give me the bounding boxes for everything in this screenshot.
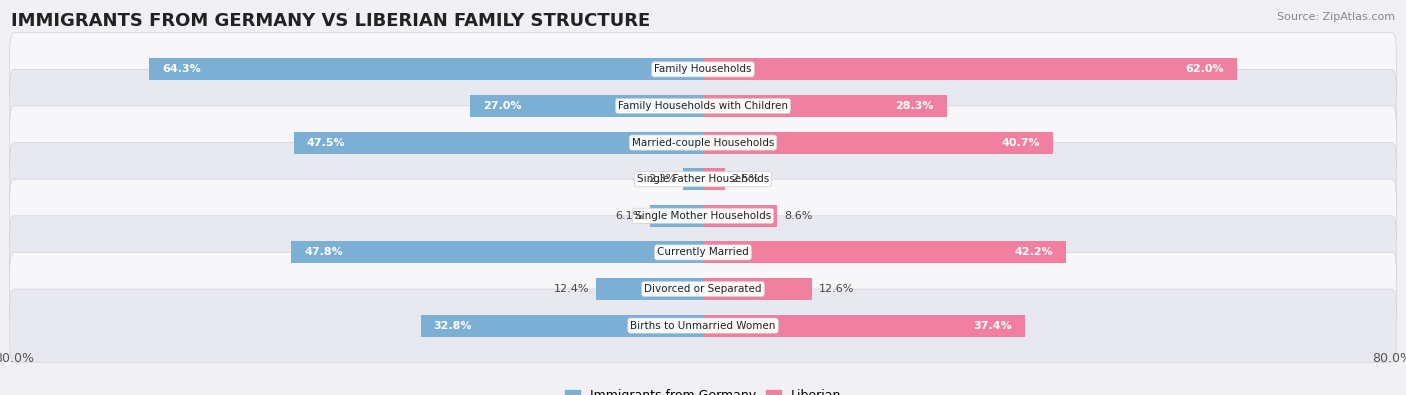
Text: 62.0%: 62.0% — [1185, 64, 1225, 74]
Text: 2.3%: 2.3% — [648, 174, 676, 184]
Bar — [703, 58, 1237, 80]
Bar — [651, 205, 703, 227]
Text: 6.1%: 6.1% — [616, 211, 644, 221]
Legend: Immigrants from Germany, Liberian: Immigrants from Germany, Liberian — [560, 384, 846, 395]
FancyBboxPatch shape — [10, 33, 1396, 106]
Bar — [703, 241, 1066, 263]
Text: Married-couple Households: Married-couple Households — [631, 137, 775, 148]
Text: 37.4%: 37.4% — [973, 321, 1012, 331]
Bar — [703, 278, 811, 300]
Text: Family Households: Family Households — [654, 64, 752, 74]
Bar — [291, 241, 703, 263]
Bar — [703, 168, 724, 190]
Bar — [149, 58, 703, 80]
Text: Single Mother Households: Single Mother Households — [636, 211, 770, 221]
Text: Source: ZipAtlas.com: Source: ZipAtlas.com — [1277, 12, 1395, 22]
Text: 12.4%: 12.4% — [554, 284, 589, 294]
Text: 64.3%: 64.3% — [162, 64, 201, 74]
FancyBboxPatch shape — [10, 179, 1396, 252]
Bar — [703, 205, 778, 227]
FancyBboxPatch shape — [10, 252, 1396, 325]
Text: 32.8%: 32.8% — [433, 321, 472, 331]
Text: 2.5%: 2.5% — [731, 174, 759, 184]
Bar — [683, 168, 703, 190]
Bar — [703, 132, 1053, 154]
Bar — [703, 315, 1025, 337]
FancyBboxPatch shape — [10, 216, 1396, 289]
Bar — [471, 95, 703, 117]
Bar — [703, 95, 946, 117]
Text: Currently Married: Currently Married — [657, 247, 749, 258]
FancyBboxPatch shape — [10, 289, 1396, 362]
Text: 40.7%: 40.7% — [1002, 137, 1040, 148]
Text: 47.8%: 47.8% — [304, 247, 343, 258]
Text: Single Father Households: Single Father Households — [637, 174, 769, 184]
FancyBboxPatch shape — [10, 143, 1396, 216]
Bar — [294, 132, 703, 154]
Text: IMMIGRANTS FROM GERMANY VS LIBERIAN FAMILY STRUCTURE: IMMIGRANTS FROM GERMANY VS LIBERIAN FAMI… — [11, 12, 651, 30]
Text: 28.3%: 28.3% — [896, 101, 934, 111]
FancyBboxPatch shape — [10, 106, 1396, 179]
Text: 47.5%: 47.5% — [307, 137, 346, 148]
FancyBboxPatch shape — [10, 70, 1396, 143]
Text: 27.0%: 27.0% — [484, 101, 522, 111]
Text: 42.2%: 42.2% — [1015, 247, 1053, 258]
Bar — [596, 278, 703, 300]
Text: Divorced or Separated: Divorced or Separated — [644, 284, 762, 294]
Bar — [420, 315, 703, 337]
Text: Births to Unmarried Women: Births to Unmarried Women — [630, 321, 776, 331]
Text: 8.6%: 8.6% — [785, 211, 813, 221]
Text: Family Households with Children: Family Households with Children — [619, 101, 787, 111]
Text: 12.6%: 12.6% — [818, 284, 853, 294]
